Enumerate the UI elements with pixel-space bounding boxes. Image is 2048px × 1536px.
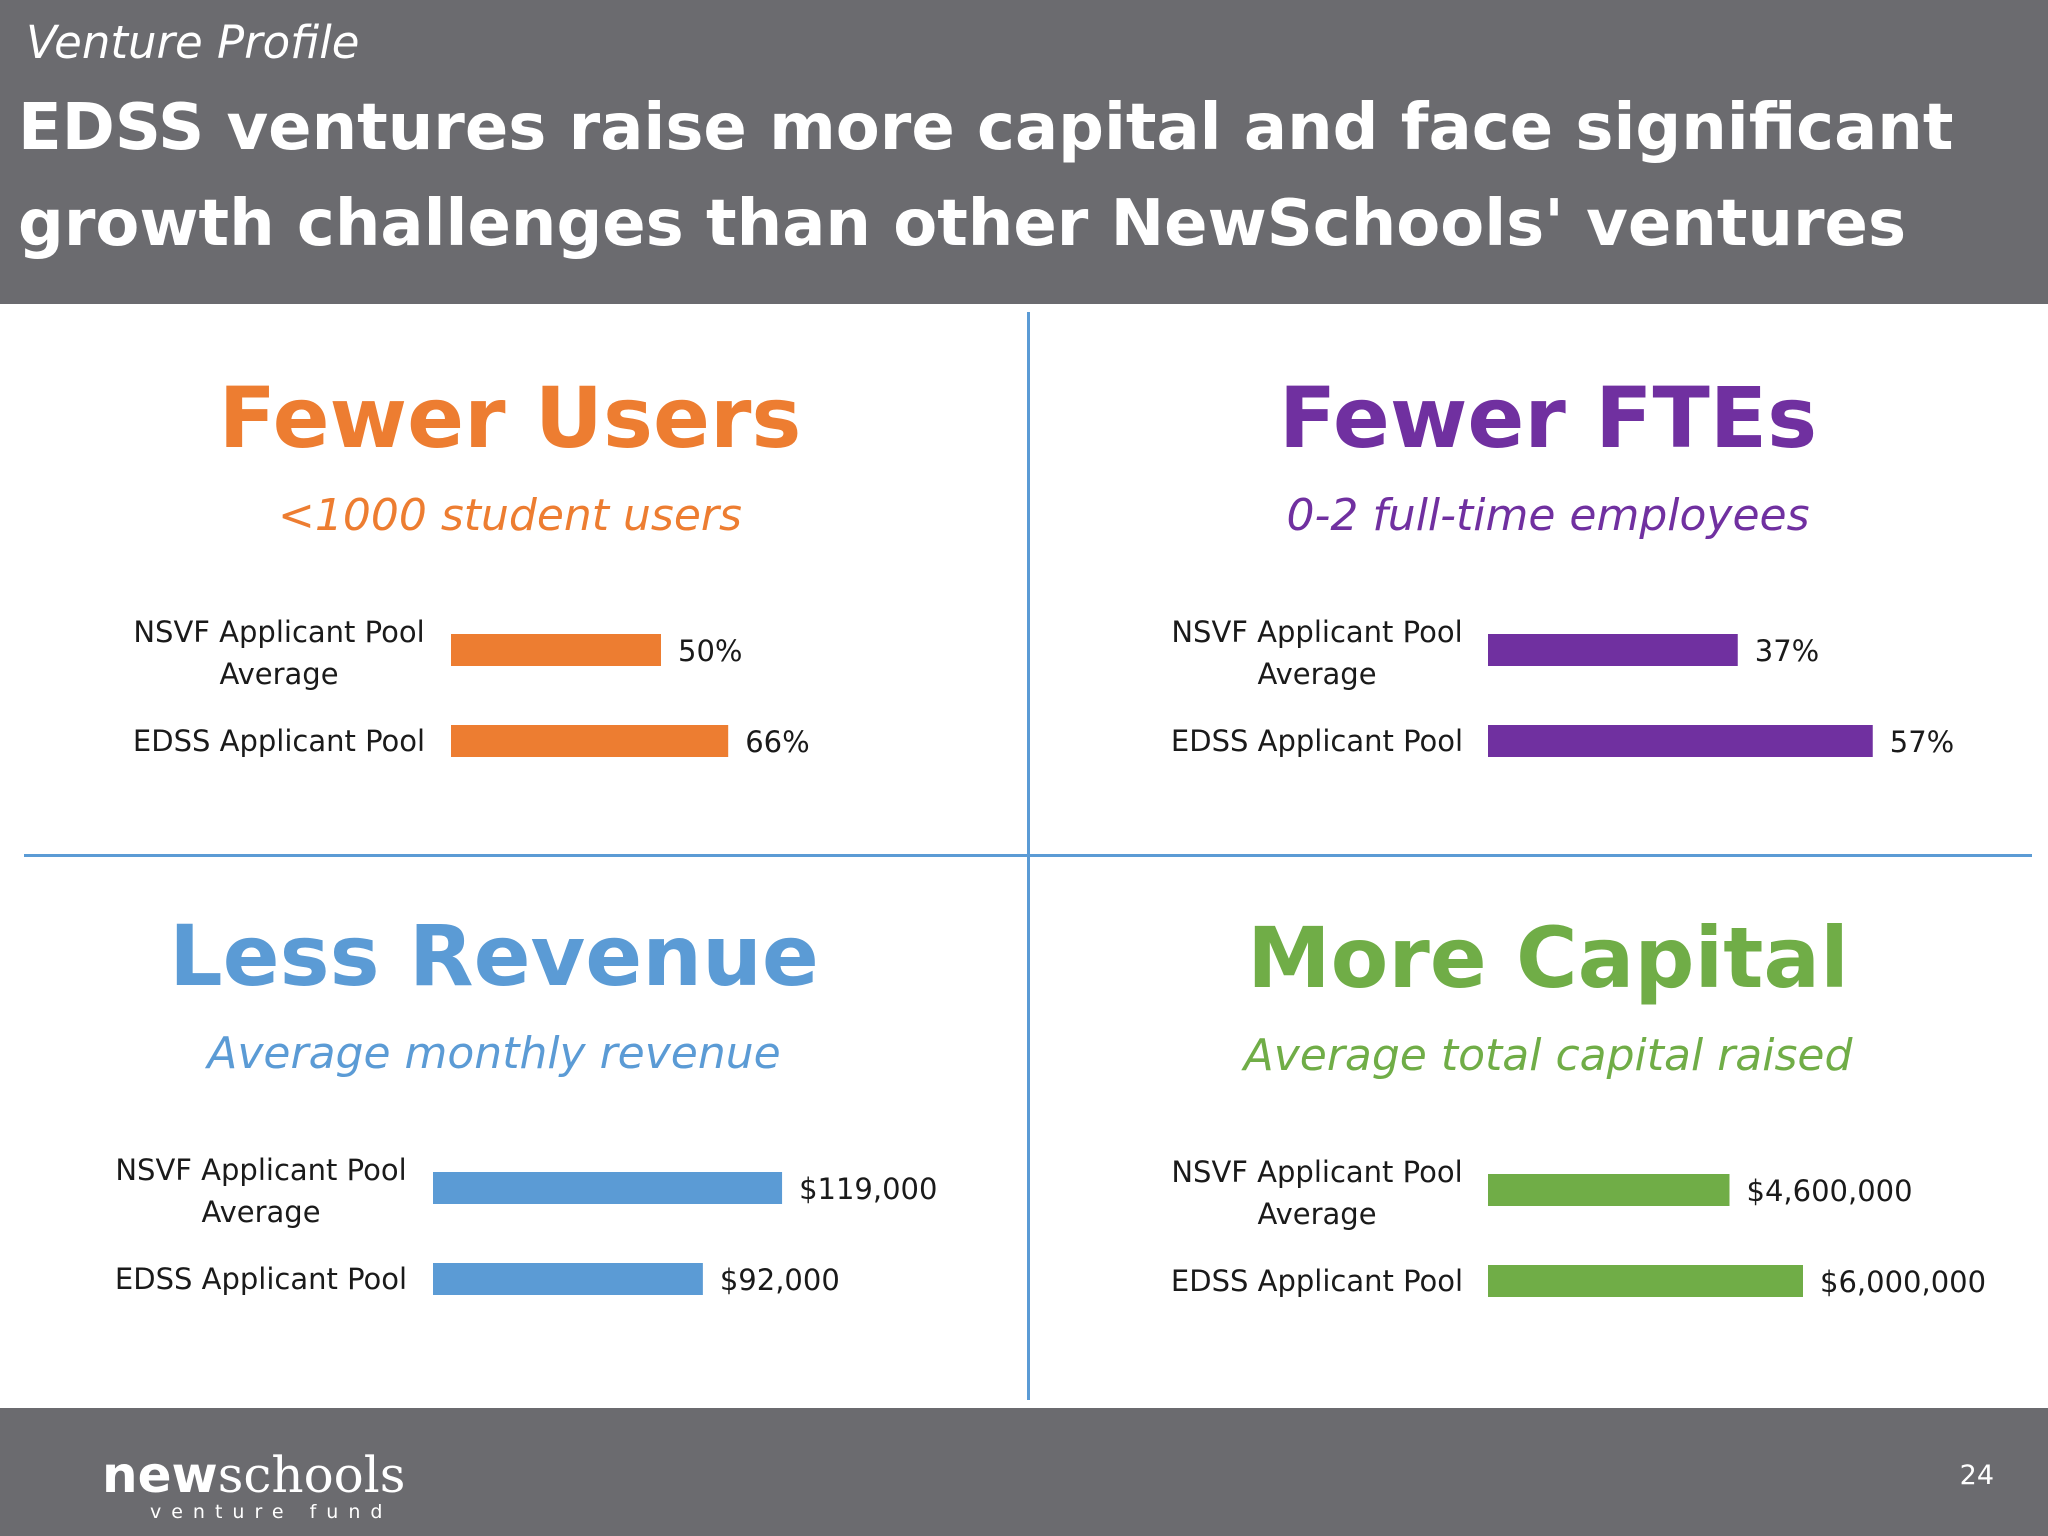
logo-tagline: venture fund — [150, 1501, 393, 1523]
panel-title: Less Revenue — [169, 907, 819, 1005]
logo-word-bold: new — [102, 1446, 218, 1504]
slide-headline: EDSS ventures raise more capital and fac… — [18, 91, 1954, 261]
panel-subtitle: <1000 student users — [278, 490, 742, 541]
panel-less-revenue: Less Revenue Average monthly revenue $11… — [0, 906, 994, 1446]
bar — [451, 725, 729, 757]
bar — [1488, 1265, 1803, 1297]
panel-title: Fewer FTEs — [1278, 369, 1818, 467]
bar-chart-users: 50% NSVF Applicant Pool Average 66% EDSS App… — [133, 615, 810, 759]
horizontal-divider — [24, 854, 2032, 857]
bar-value-label: $4,600,000 — [1747, 1174, 1913, 1208]
panel-subtitle: Average total capital raised — [1243, 1030, 1853, 1081]
bar — [1488, 634, 1738, 666]
panel-fewer-users: Fewer Users <1000 student users 50% NSVF … — [10, 368, 1010, 908]
bar — [433, 1172, 783, 1204]
bar-value-label: 57% — [1890, 725, 1954, 759]
panel-title: More Capital — [1247, 909, 1849, 1007]
slide-header: Venture Profile EDSS ventures raise more… — [0, 0, 2048, 304]
category-label: EDSS Applicant Pool — [1171, 724, 1463, 758]
panel-more-capital: More Capital Average total capital raise… — [1048, 908, 2048, 1448]
bar — [451, 634, 661, 666]
category-label: NSVF Applicant Pool Average — [115, 1153, 406, 1229]
logo-word-rest: schools — [217, 1446, 406, 1504]
bar — [433, 1263, 703, 1295]
category-label: NSVF Applicant Pool Average — [1171, 1155, 1462, 1231]
category-label: NSVF Applicant Pool Average — [1171, 615, 1462, 691]
category-label: EDSS Applicant Pool — [115, 1262, 407, 1296]
bar — [1488, 1174, 1730, 1206]
bar-value-label: $92,000 — [720, 1263, 840, 1297]
panel-subtitle: Average monthly revenue — [207, 1028, 781, 1079]
page-number: 24 — [1959, 1460, 1994, 1491]
panel-fewer-ftes: Fewer FTEs 0-2 full-time employees 37% NS… — [1048, 368, 2048, 908]
bar-value-label: $119,000 — [799, 1172, 937, 1206]
section-kicker: Venture Profile — [26, 16, 360, 69]
bar-value-label: $6,000,000 — [1820, 1265, 1986, 1299]
category-label: NSVF Applicant Pool Average — [133, 615, 424, 691]
slide-footer: newschools venture fund 24 — [0, 1408, 2048, 1536]
bar-value-label: 37% — [1755, 634, 1819, 668]
panel-title: Fewer Users — [218, 369, 802, 467]
category-label: EDSS Applicant Pool — [1171, 1264, 1463, 1298]
bar-chart-ftes: 37% NSVF Applicant Pool Average 57% EDSS App… — [1171, 615, 1954, 759]
bar-value-label: 50% — [678, 634, 742, 668]
bar — [1488, 725, 1873, 757]
bar-chart-revenue: $119,000 NSVF Applicant Pool Average $92,00… — [115, 1153, 938, 1297]
panel-subtitle: 0-2 full-time employees — [1286, 490, 1810, 541]
category-label: EDSS Applicant Pool — [133, 724, 425, 758]
bar-value-label: 66% — [745, 725, 809, 759]
bar-chart-capital: $4,600,000 NSVF Applicant Pool Average $6,0… — [1171, 1155, 1986, 1299]
newschools-logo: newschools venture fund — [102, 1448, 405, 1522]
